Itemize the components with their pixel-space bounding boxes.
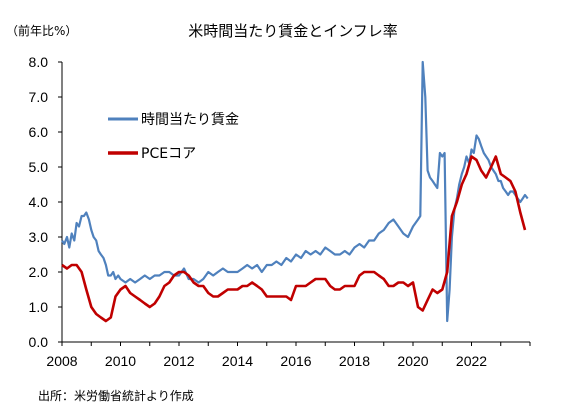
- legend-label-2: PCEコア: [141, 146, 196, 162]
- series-line-1: [61, 60, 529, 323]
- y-tick-label: 6.0: [29, 124, 49, 140]
- axes: [61, 62, 530, 343]
- x-tick-label: 2018: [339, 353, 370, 369]
- y-tick-label: 1.0: [29, 299, 49, 315]
- series-line-2: [61, 155, 527, 323]
- legend-label-1: 時間当たり賃金: [141, 112, 239, 128]
- x-axis-ticks: 2008 2010 2012 2014 2016 2018 2020 2022: [46, 342, 531, 369]
- y-tick-label: 2.0: [29, 264, 49, 280]
- y-tick-label: 0.0: [29, 334, 49, 350]
- series-lines: [61, 60, 529, 323]
- chart-title: 米時間当たり賃金とインフレ率: [188, 22, 398, 40]
- y-tick-label: 3.0: [29, 229, 49, 245]
- y-tick-label: 4.0: [29, 194, 49, 210]
- x-tick-label: 2012: [163, 353, 194, 369]
- unit-label: （前年比%）: [6, 24, 78, 38]
- x-tick-label: 2010: [105, 353, 136, 369]
- y-tick-label: 5.0: [29, 159, 49, 175]
- x-tick-label: 2016: [280, 353, 311, 369]
- y-tick-label: 8.0: [29, 54, 49, 70]
- x-tick-label: 2014: [222, 353, 253, 369]
- y-axis-ticks: 0.0 1.0 2.0 3.0 4.0 5.0 6.0 7.0 8.0: [29, 54, 62, 350]
- x-tick-label: 2020: [397, 353, 428, 369]
- legend: 時間当たり賃金 PCEコア: [108, 112, 239, 162]
- x-tick-label: 2022: [456, 353, 487, 369]
- x-tick-label: 2008: [46, 353, 77, 369]
- source-note: 出所：米労働省統計より作成: [38, 389, 194, 403]
- y-tick-label: 7.0: [29, 89, 49, 105]
